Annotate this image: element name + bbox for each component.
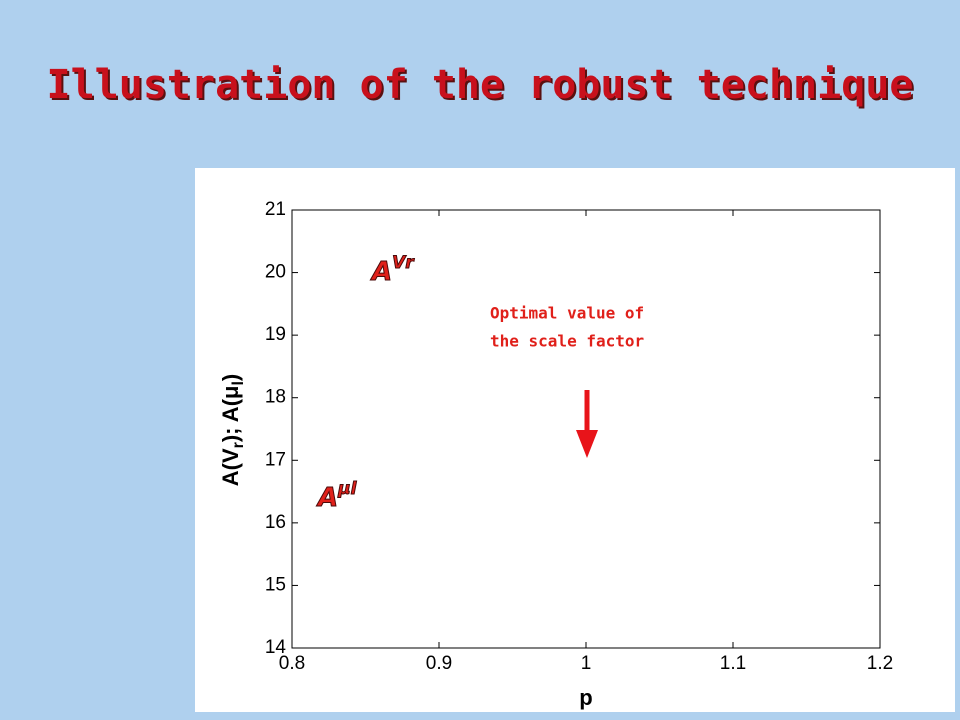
arrow-head: [576, 430, 598, 458]
y-axis-label-part: ): [218, 374, 243, 381]
y-tick-label: 14: [265, 637, 287, 658]
curve-annotation: Aμl: [316, 479, 358, 513]
plot-frame: [291, 209, 881, 649]
annotation-sup: Vr: [392, 253, 415, 273]
x-tick-label: 1.2: [867, 653, 893, 674]
y-tick-label: 19: [265, 324, 286, 345]
slide-title: Illustration of the robust technique: [46, 62, 914, 108]
x-axis-label: p: [579, 685, 592, 710]
annotation-sup: μl: [337, 479, 358, 499]
chart-background: [195, 168, 955, 712]
y-tick-label: 15: [265, 574, 286, 595]
annotation-text: Optimal value of: [490, 304, 644, 323]
annotation-base: A: [316, 483, 338, 513]
y-tick-label: 18: [265, 387, 286, 408]
y-tick-label: 17: [265, 449, 286, 470]
curve-annotation: AVr: [370, 253, 415, 287]
y-axis-label-part: μ: [218, 386, 243, 399]
x-tick-label: 1: [581, 653, 592, 674]
y-axis-label-part: ); A(: [218, 398, 243, 442]
x-tick-label: 0.9: [426, 653, 452, 674]
y-tick-label: 20: [265, 262, 286, 283]
y-axis-label-part: r: [230, 442, 247, 448]
y-tick-label: 21: [265, 199, 286, 220]
x-tick-label: 1.1: [720, 653, 746, 674]
annotation-base: A: [370, 257, 392, 287]
y-axis-label-part: A(V: [218, 448, 243, 486]
y-axis-label-part: l: [230, 381, 247, 385]
x-tick-label: 0.8: [279, 653, 305, 674]
annotation-text: the scale factor: [490, 332, 644, 351]
y-tick-label: 16: [265, 512, 286, 533]
y-axis-label: A(Vr); A(μl): [218, 374, 247, 487]
